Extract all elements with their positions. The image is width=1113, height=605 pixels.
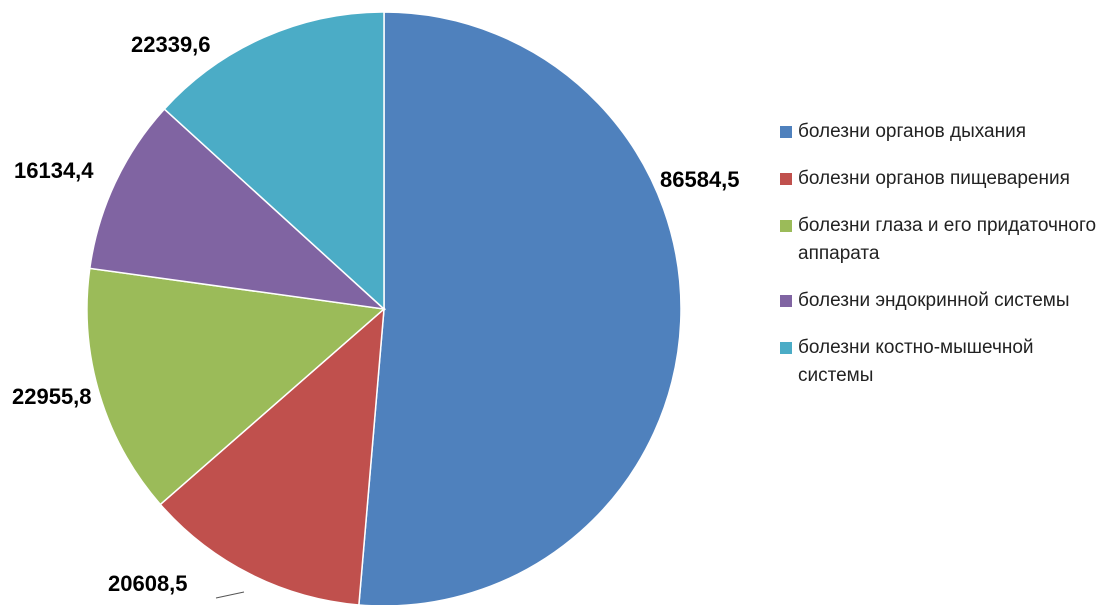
legend-label: болезни органов дыхания <box>798 121 1026 142</box>
legend: болезни органов дыхания болезни органов п… <box>780 118 1110 409</box>
data-label-5: 22339,6 <box>131 32 211 57</box>
pie-slice-5 <box>163 11 385 311</box>
legend-label: болезни эндокринной системы <box>798 290 1070 311</box>
legend-swatch <box>780 220 792 232</box>
legend-item: болезни органов дыхания <box>780 118 1110 146</box>
legend-item: болезни эндокринной системы <box>780 287 1110 315</box>
pie-slice-3 <box>86 267 386 506</box>
data-label-4: 16134,4 <box>14 158 94 183</box>
legend-label: болезни органов пищеварения <box>798 168 1070 189</box>
data-label-3: 22955,8 <box>12 384 92 409</box>
legend-swatch <box>780 295 792 307</box>
legend-item: болезни глаза и его придаточного аппарат… <box>780 212 1110 268</box>
pie-slice-4 <box>88 108 387 311</box>
data-label-1: 86584,5 <box>660 167 740 192</box>
pie-slice-1 <box>358 11 682 605</box>
pie-slice-2 <box>159 307 385 605</box>
legend-label: болезни костно-мышечной системы <box>798 337 1034 386</box>
legend-swatch <box>780 126 792 138</box>
legend-swatch <box>780 342 792 354</box>
leader-line <box>215 591 245 599</box>
legend-label: болезни глаза и его придаточного аппарат… <box>798 215 1097 264</box>
data-label-2: 20608,5 <box>108 571 188 596</box>
legend-swatch <box>780 173 792 185</box>
legend-item: болезни костно-мышечной системы <box>780 334 1110 390</box>
legend-item: болезни органов пищеварения <box>780 165 1110 193</box>
